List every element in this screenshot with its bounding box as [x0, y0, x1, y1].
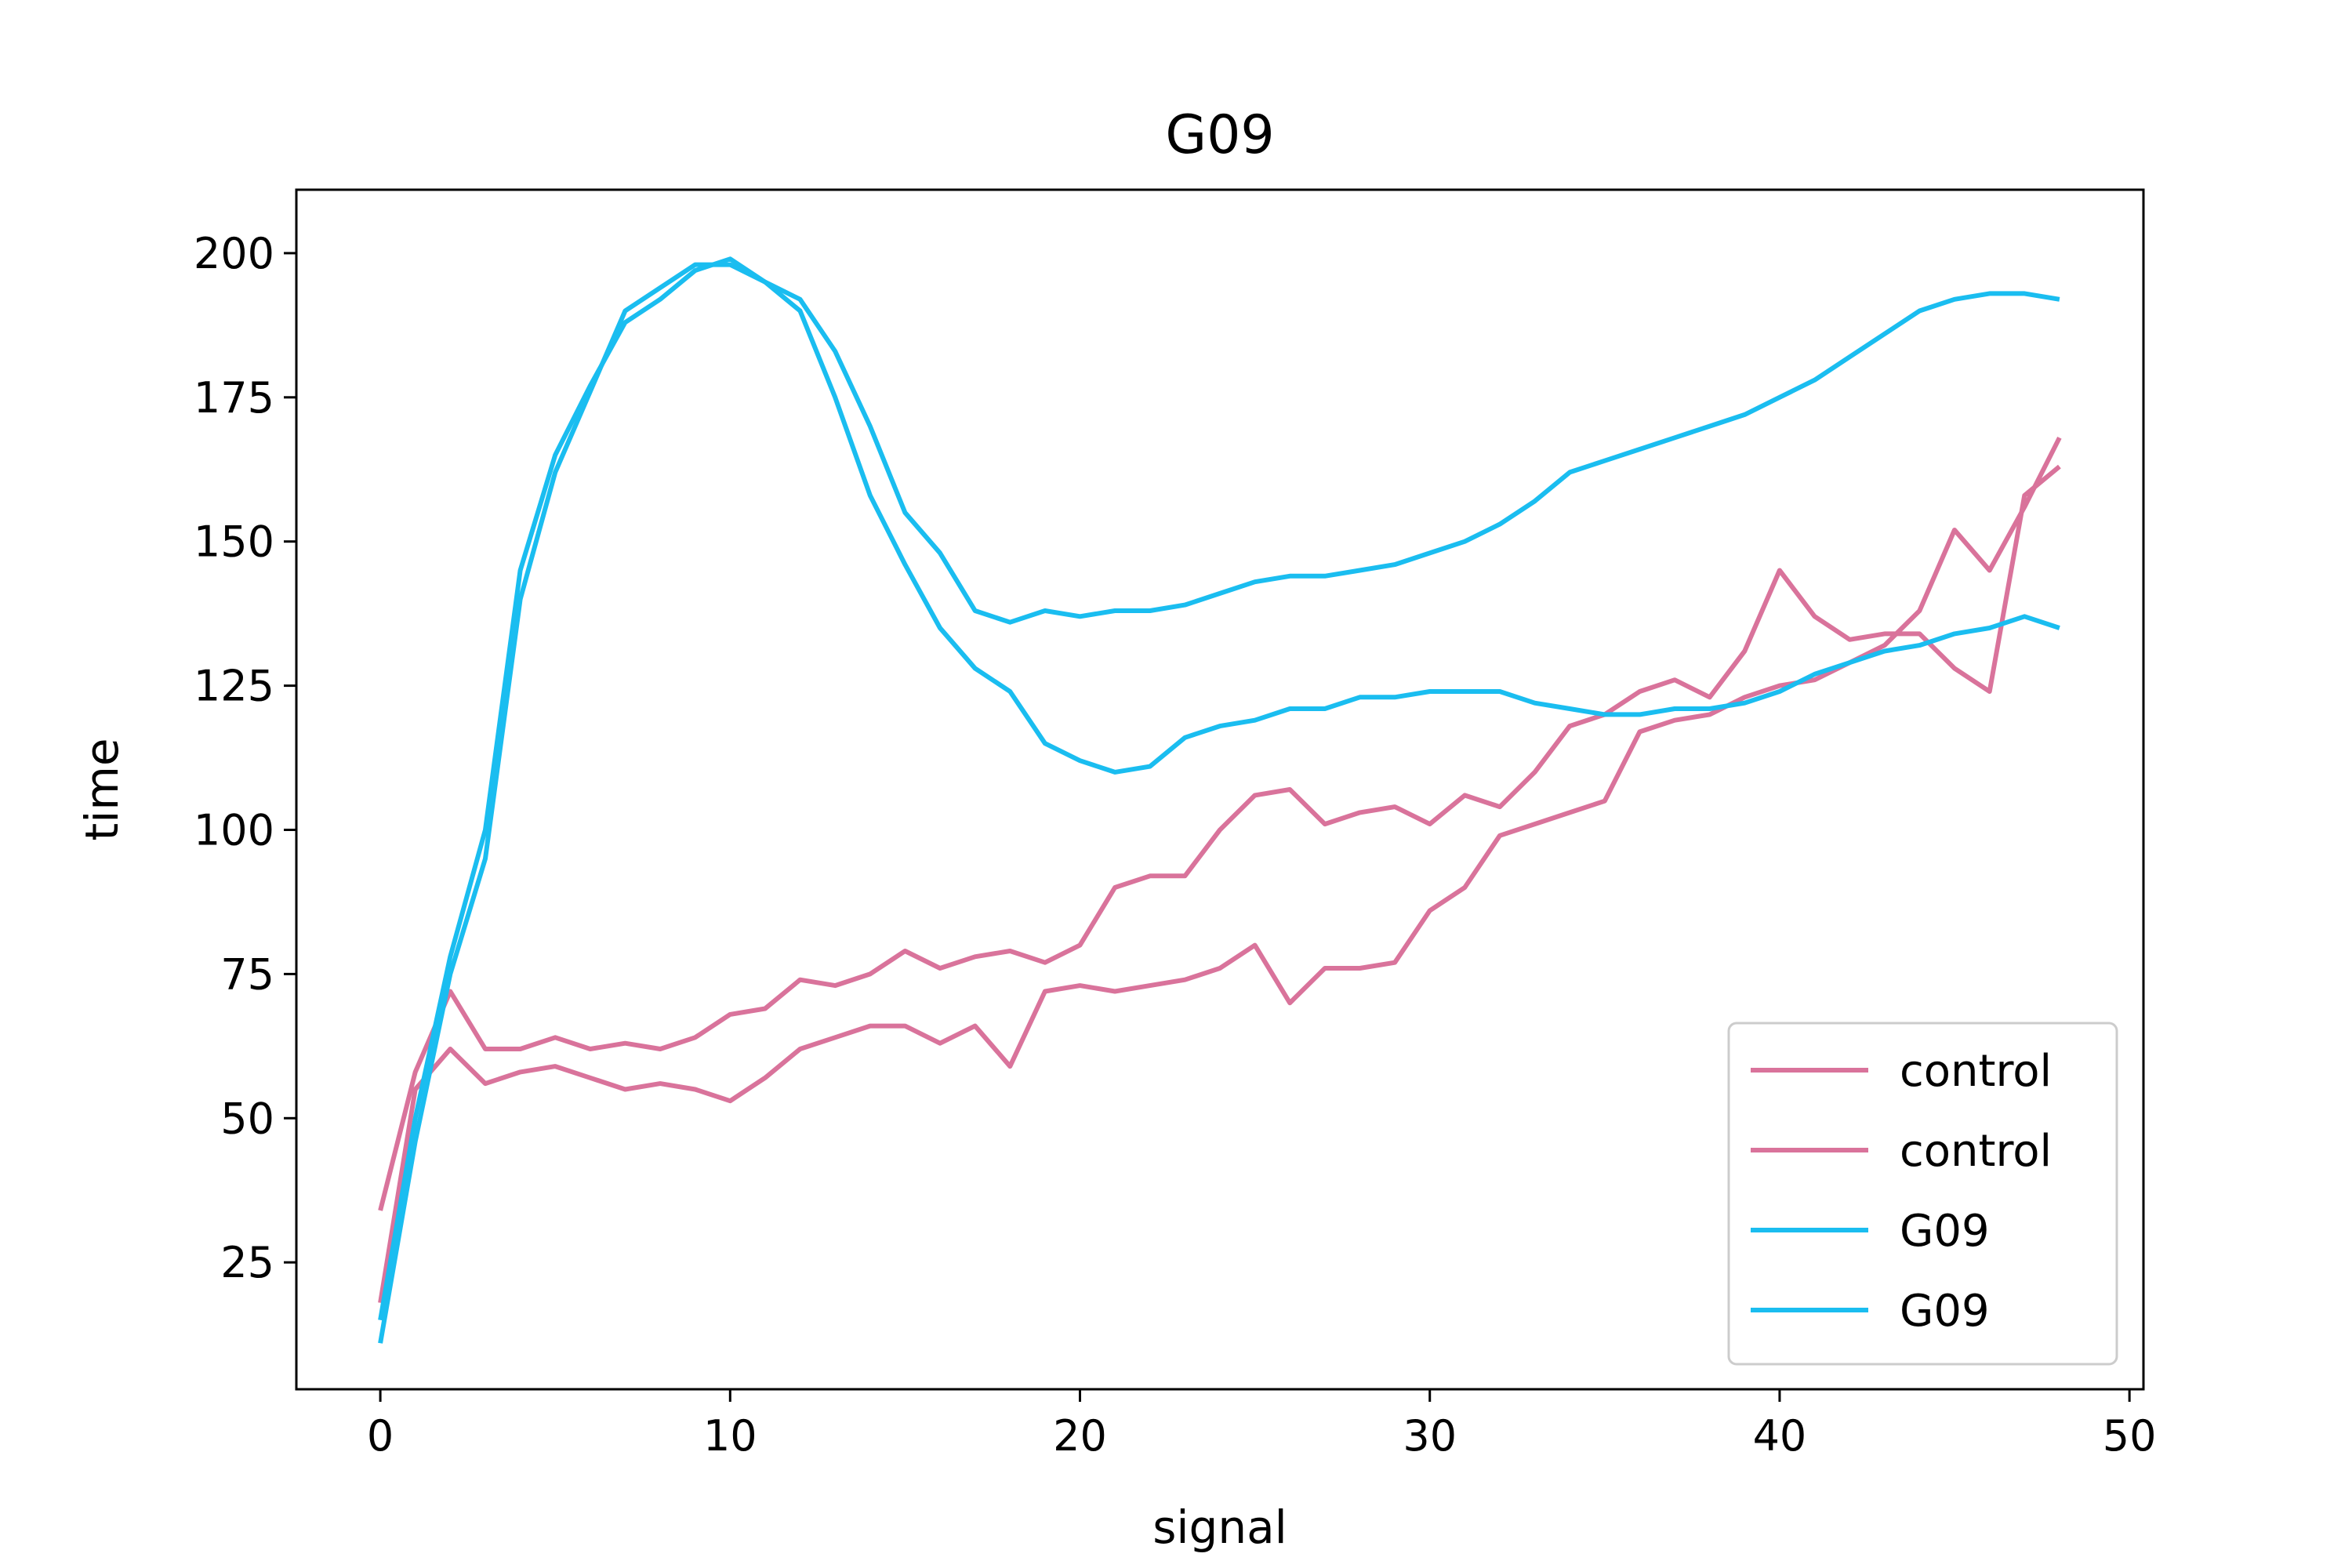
plot-frame — [295, 188, 2145, 1391]
y-tick-label: 175 — [194, 373, 274, 423]
y-tick-label: 50 — [220, 1094, 274, 1143]
x-tick-label: 10 — [703, 1411, 757, 1461]
legend-entry-label: G09 — [1900, 1286, 1990, 1337]
legend-entry-label: control — [1900, 1046, 2052, 1097]
x-tick-label: 30 — [1403, 1411, 1457, 1461]
x-tick-label: 40 — [1753, 1411, 1807, 1461]
x-axis: 0 10 20 30 40 50 — [367, 1389, 2157, 1461]
chart-title: G09 — [1165, 104, 1274, 166]
legend-box — [1727, 1022, 2118, 1366]
x-tick-label: 0 — [367, 1411, 394, 1461]
x-tick-label: 50 — [2103, 1411, 2157, 1461]
series-line-1 — [378, 464, 2061, 1211]
y-axis: 25 50 75 100 125 150 175 200 — [194, 229, 296, 1287]
series-layer — [378, 256, 2062, 1344]
y-axis-label: time — [75, 738, 129, 840]
series-line-2 — [378, 436, 2062, 1304]
y-tick-label: 150 — [194, 517, 274, 567]
series-line-4 — [378, 262, 2060, 1344]
legend-entry-label: control — [1900, 1126, 2052, 1177]
y-tick-label: 75 — [220, 949, 274, 999]
y-tick-label: 125 — [194, 662, 274, 711]
legend: control control G09 G09 — [1727, 1022, 2118, 1366]
legend-entry-label: G09 — [1900, 1206, 1990, 1257]
y-tick-label: 25 — [220, 1238, 274, 1287]
x-axis-label: signal — [1152, 1501, 1287, 1554]
y-tick-label: 100 — [194, 805, 274, 855]
x-tick-label: 20 — [1053, 1411, 1107, 1461]
y-tick-label: 200 — [194, 229, 274, 278]
series-line-3 — [378, 256, 2060, 1321]
